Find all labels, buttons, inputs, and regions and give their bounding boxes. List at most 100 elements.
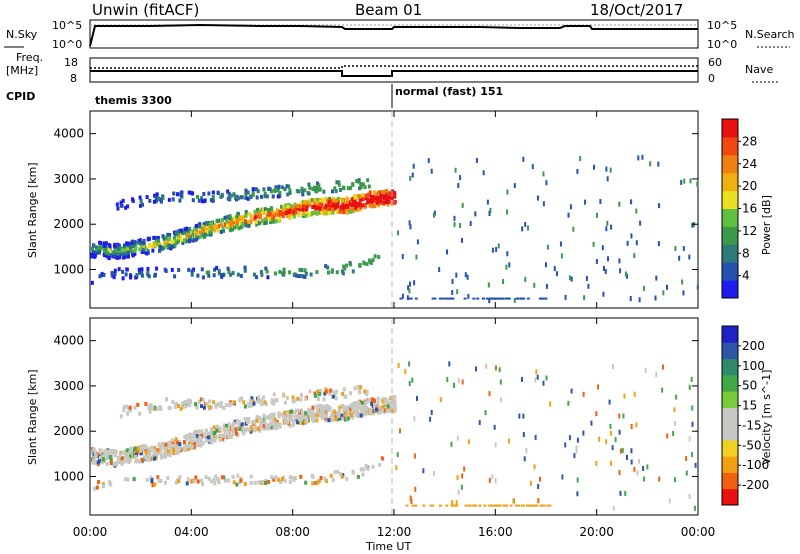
colorbar-tick-label: 28 [742,134,757,148]
y-tick-label: 4000 [53,127,84,141]
heatmap-cell [260,194,264,199]
heatmap-cell [251,187,255,192]
heatmap-cell [564,442,567,448]
heatmap-cell [93,450,97,455]
heatmap-cell [468,504,472,507]
heatmap-cell [230,193,234,198]
heatmap-cell [296,211,300,216]
heatmap-cell [488,477,491,483]
heatmap-cell [289,207,293,212]
heatmap-cell [104,250,108,255]
heatmap-cell [256,399,260,404]
heatmap-cell [461,202,464,208]
heatmap-cell [304,271,308,276]
heatmap-cell [605,166,608,172]
heatmap-cell [162,443,166,448]
heatmap-cell [202,191,206,196]
heatmap-cell [237,226,241,231]
heatmap-cell [275,188,279,193]
heatmap-cell [365,392,369,397]
heatmap-cell [291,205,295,210]
heatmap-cell [92,243,96,248]
heatmap-cell [235,216,239,221]
heatmap-cell [165,244,169,249]
heatmap-cell [347,413,351,418]
heatmap-cell [338,405,342,410]
heatmap-cell [321,409,325,414]
heatmap-cell [264,218,268,223]
heatmap-cell [338,408,342,413]
heatmap-cell [379,198,383,203]
heatmap-cell [293,476,297,481]
heatmap-cell [178,445,182,450]
heatmap-cell [365,193,369,198]
heatmap-cell [132,240,136,245]
heatmap-cell [358,390,362,395]
heatmap-cell [367,192,371,197]
station-title: Unwin (fitACF) [92,1,199,19]
heatmap-cell [212,273,216,278]
heatmap-cell [275,398,279,403]
heatmap-cell [179,192,183,197]
heatmap-cell [228,214,232,219]
heatmap-cell [674,477,677,483]
heatmap-cell [245,427,249,432]
heatmap-cell [533,464,536,470]
heatmap-cell [157,478,161,483]
heatmap-cell [460,484,463,490]
heatmap-cell [658,476,661,482]
heatmap-cell [168,406,172,411]
heatmap-cell [391,189,395,194]
heatmap-cell [278,190,282,195]
heatmap-cell [227,270,231,275]
heatmap-cell [603,265,606,271]
heatmap-cell [332,197,336,202]
heatmap-cell [283,400,287,405]
heatmap-cell [523,456,526,462]
heatmap-cell [331,189,335,194]
heatmap-cell [450,504,454,507]
heatmap-cell [467,439,470,445]
heatmap-cell [198,230,202,235]
heatmap-cell [241,426,245,431]
heatmap-cell [322,198,326,203]
heatmap-cell [171,197,175,202]
heatmap-cell [280,204,284,209]
heatmap-cell [313,198,317,203]
heatmap-cell [129,274,133,279]
heatmap-cell [217,433,221,438]
heatmap-cell [411,504,415,507]
heatmap-cell [485,297,489,300]
heatmap-cell [238,397,242,402]
heatmap-cell [642,465,645,471]
heatmap-cell [264,423,268,428]
heatmap-cell [339,197,343,202]
heatmap-cell [331,210,335,215]
heatmap-cell [345,405,349,410]
heatmap-cell [255,220,259,225]
heatmap-cell [696,181,699,187]
heatmap-cell [345,476,349,481]
heatmap-cell [126,453,130,458]
heatmap-cell [575,445,578,451]
heatmap-cell [335,180,339,185]
heatmap-cell [239,273,243,278]
heatmap-cell [244,213,248,218]
heatmap-cell [520,297,524,300]
heatmap-cell [346,416,350,421]
heatmap-cell [108,245,112,250]
heatmap-cell [129,454,133,459]
heatmap-cell [298,417,302,422]
heatmap-cell [325,404,329,409]
heatmap-cell [123,449,127,454]
heatmap-cell [497,297,501,300]
heatmap-cell [92,253,96,258]
heatmap-cell [298,267,302,272]
heatmap-cell [319,475,323,480]
velocity-ylabel: Slant Range [km] [26,369,39,465]
heatmap-cell [238,427,242,432]
heatmap-cell [605,439,608,445]
heatmap-cell [387,199,391,204]
heatmap-cell [224,402,228,407]
heatmap-cell [138,247,142,252]
